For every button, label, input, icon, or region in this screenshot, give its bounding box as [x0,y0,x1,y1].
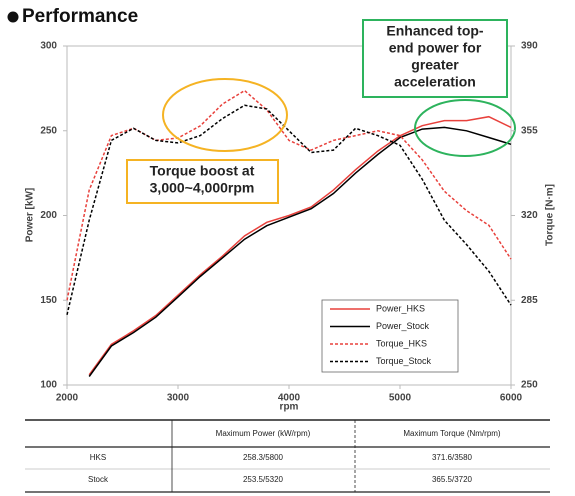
annotation-ellipse [162,78,288,152]
x-tick-label: 6000 [500,393,523,404]
table-cell: 253.5/5320 [243,475,284,484]
y2-tick-label: 390 [521,41,538,52]
series-line [66,89,512,301]
y2-tick-label: 355 [521,125,538,136]
y-tick-label: 150 [40,295,57,306]
series-group [66,89,512,377]
annotation-text: greater [411,57,459,73]
table-cell: Stock [88,475,109,484]
annotation-text: acceleration [394,74,476,90]
y-tick-label: 250 [40,125,57,136]
x-tick-label: 5000 [389,393,412,404]
title-bullet [7,11,19,23]
annotation-ellipse [414,99,516,157]
y-axis-label: Power [kW] [25,188,36,242]
x-tick-label: 2000 [56,393,79,404]
y-tick-label: 200 [40,210,57,221]
x-tick-label: 3000 [167,393,190,404]
series-line [66,104,512,315]
series-line [88,115,512,376]
y2-tick-label: 250 [521,380,538,391]
legend-label: Torque_HKS [376,338,427,348]
y-tick-label: 100 [40,380,57,391]
chart-title: Performance [22,6,138,27]
annotation-text: end power for [389,40,482,56]
legend-label: Power_Stock [376,321,430,331]
annotation-text: 3,000~4,000rpm [150,180,255,196]
x-tick-label: 4000 [278,393,301,404]
table-header: Maximum Torque (Nm/rpm) [403,429,501,438]
legend-label: Torque_Stock [376,356,432,366]
annotation-text: Enhanced top- [386,23,484,39]
table-header: Maximum Power (kW/rpm) [216,429,311,438]
annotation-box [126,159,279,204]
table-cell: 365.5/3720 [432,475,473,484]
annotation-box [362,19,508,98]
y2-tick-label: 285 [521,295,538,306]
x-axis-label: rpm [280,402,299,413]
series-line [88,126,512,377]
y2-tick-label: 320 [521,210,538,221]
table-cell: 371.6/3580 [432,453,473,462]
table-cell: 258.3/5800 [243,453,284,462]
table-cell: HKS [90,453,106,462]
legend [321,299,459,373]
y-tick-label: 300 [40,41,57,52]
y2-axis-label: Torque [N·m] [545,184,556,246]
legend-label: Power_HKS [376,303,425,313]
annotation-text: Torque boost at [150,163,255,179]
